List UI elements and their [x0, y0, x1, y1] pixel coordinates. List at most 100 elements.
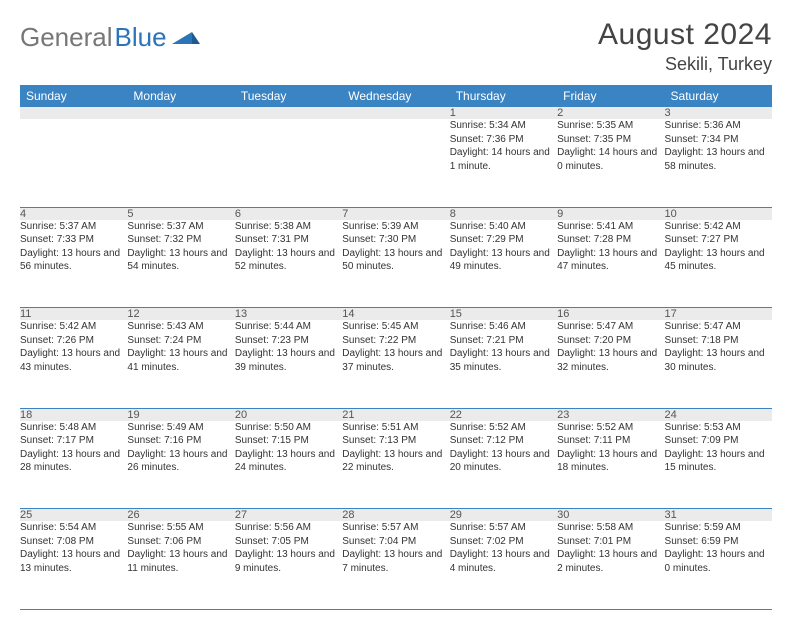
day-detail-cell: Sunrise: 5:40 AMSunset: 7:29 PMDaylight:…: [450, 220, 557, 308]
day-number-cell: 20: [235, 408, 342, 421]
day-number-cell: 5: [127, 207, 234, 220]
day-number-cell: 21: [342, 408, 449, 421]
day-detail-cell: Sunrise: 5:59 AMSunset: 6:59 PMDaylight:…: [665, 521, 772, 609]
daylight-text: Daylight: 13 hours and 49 minutes.: [450, 247, 557, 274]
logo-icon: [172, 22, 200, 53]
sunset-text: Sunset: 7:28 PM: [557, 233, 664, 247]
day-number-cell: 29: [450, 509, 557, 522]
daylight-text: Daylight: 13 hours and 2 minutes.: [557, 548, 664, 575]
sunset-text: Sunset: 7:05 PM: [235, 535, 342, 549]
sunset-text: Sunset: 7:30 PM: [342, 233, 449, 247]
sunrise-text: Sunrise: 5:59 AM: [665, 521, 772, 535]
day-detail-cell: Sunrise: 5:46 AMSunset: 7:21 PMDaylight:…: [450, 320, 557, 408]
sunrise-text: Sunrise: 5:35 AM: [557, 119, 664, 133]
day-number-cell: 25: [20, 509, 127, 522]
daylight-text: Daylight: 13 hours and 50 minutes.: [342, 247, 449, 274]
day-header: Tuesday: [235, 85, 342, 107]
day-number-cell: [127, 107, 234, 119]
daylight-text: Daylight: 13 hours and 15 minutes.: [665, 448, 772, 475]
day-number-cell: 22: [450, 408, 557, 421]
sunrise-text: Sunrise: 5:48 AM: [20, 421, 127, 435]
day-header: Thursday: [450, 85, 557, 107]
day-number-cell: [235, 107, 342, 119]
daylight-text: Daylight: 13 hours and 26 minutes.: [127, 448, 234, 475]
daylight-text: Daylight: 13 hours and 41 minutes.: [127, 347, 234, 374]
day-number-cell: [342, 107, 449, 119]
sunrise-text: Sunrise: 5:57 AM: [450, 521, 557, 535]
daynum-row: 123: [20, 107, 772, 119]
day-number-cell: 19: [127, 408, 234, 421]
day-number-cell: [20, 107, 127, 119]
sunset-text: Sunset: 7:09 PM: [665, 434, 772, 448]
daylight-text: Daylight: 13 hours and 47 minutes.: [557, 247, 664, 274]
day-number-cell: 26: [127, 509, 234, 522]
daylight-text: Daylight: 13 hours and 7 minutes.: [342, 548, 449, 575]
sunset-text: Sunset: 7:35 PM: [557, 133, 664, 147]
sunset-text: Sunset: 7:21 PM: [450, 334, 557, 348]
day-header: Wednesday: [342, 85, 449, 107]
sunset-text: Sunset: 7:01 PM: [557, 535, 664, 549]
day-detail-cell: Sunrise: 5:56 AMSunset: 7:05 PMDaylight:…: [235, 521, 342, 609]
daylight-text: Daylight: 13 hours and 0 minutes.: [665, 548, 772, 575]
day-detail-cell: Sunrise: 5:42 AMSunset: 7:26 PMDaylight:…: [20, 320, 127, 408]
daylight-text: Daylight: 13 hours and 30 minutes.: [665, 347, 772, 374]
sunset-text: Sunset: 7:29 PM: [450, 233, 557, 247]
daynum-row: 11121314151617: [20, 308, 772, 321]
day-detail-cell: Sunrise: 5:47 AMSunset: 7:20 PMDaylight:…: [557, 320, 664, 408]
day-number-cell: 27: [235, 509, 342, 522]
day-number-cell: 12: [127, 308, 234, 321]
day-detail-cell: Sunrise: 5:52 AMSunset: 7:12 PMDaylight:…: [450, 421, 557, 509]
daylight-text: Daylight: 13 hours and 4 minutes.: [450, 548, 557, 575]
daylight-text: Daylight: 13 hours and 37 minutes.: [342, 347, 449, 374]
sunset-text: Sunset: 7:06 PM: [127, 535, 234, 549]
day-number-cell: 7: [342, 207, 449, 220]
day-detail-cell: Sunrise: 5:37 AMSunset: 7:32 PMDaylight:…: [127, 220, 234, 308]
day-number-cell: 24: [665, 408, 772, 421]
daylight-text: Daylight: 13 hours and 18 minutes.: [557, 448, 664, 475]
day-detail-cell: Sunrise: 5:57 AMSunset: 7:04 PMDaylight:…: [342, 521, 449, 609]
sunset-text: Sunset: 7:27 PM: [665, 233, 772, 247]
day-detail-cell: Sunrise: 5:53 AMSunset: 7:09 PMDaylight:…: [665, 421, 772, 509]
day-number-cell: 10: [665, 207, 772, 220]
day-number-cell: 4: [20, 207, 127, 220]
day-number-cell: 11: [20, 308, 127, 321]
sunrise-text: Sunrise: 5:42 AM: [20, 320, 127, 334]
sunset-text: Sunset: 7:23 PM: [235, 334, 342, 348]
daylight-text: Daylight: 13 hours and 58 minutes.: [665, 146, 772, 173]
logo-text-2: Blue: [115, 22, 167, 53]
daylight-text: Daylight: 13 hours and 28 minutes.: [20, 448, 127, 475]
daylight-text: Daylight: 13 hours and 45 minutes.: [665, 247, 772, 274]
day-number-cell: 1: [450, 107, 557, 119]
calendar-page: GeneralBlue August 2024 Sekili, Turkey S…: [0, 0, 792, 620]
sunrise-text: Sunrise: 5:34 AM: [450, 119, 557, 133]
sunrise-text: Sunrise: 5:47 AM: [557, 320, 664, 334]
sunset-text: Sunset: 7:18 PM: [665, 334, 772, 348]
daylight-text: Daylight: 14 hours and 0 minutes.: [557, 146, 664, 173]
day-header: Monday: [127, 85, 234, 107]
detail-row: Sunrise: 5:48 AMSunset: 7:17 PMDaylight:…: [20, 421, 772, 509]
day-number-cell: 15: [450, 308, 557, 321]
sunset-text: Sunset: 6:59 PM: [665, 535, 772, 549]
daylight-text: Daylight: 13 hours and 35 minutes.: [450, 347, 557, 374]
sunset-text: Sunset: 7:16 PM: [127, 434, 234, 448]
day-detail-cell: Sunrise: 5:48 AMSunset: 7:17 PMDaylight:…: [20, 421, 127, 509]
day-detail-cell: Sunrise: 5:42 AMSunset: 7:27 PMDaylight:…: [665, 220, 772, 308]
month-title: August 2024: [598, 18, 772, 52]
sunset-text: Sunset: 7:33 PM: [20, 233, 127, 247]
day-number-cell: 31: [665, 509, 772, 522]
daylight-text: Daylight: 13 hours and 24 minutes.: [235, 448, 342, 475]
day-header: Saturday: [665, 85, 772, 107]
logo-text-1: General: [20, 22, 113, 53]
sunset-text: Sunset: 7:36 PM: [450, 133, 557, 147]
day-number-cell: 13: [235, 308, 342, 321]
day-number-cell: 2: [557, 107, 664, 119]
day-detail-cell: Sunrise: 5:41 AMSunset: 7:28 PMDaylight:…: [557, 220, 664, 308]
day-detail-cell: Sunrise: 5:55 AMSunset: 7:06 PMDaylight:…: [127, 521, 234, 609]
sunrise-text: Sunrise: 5:40 AM: [450, 220, 557, 234]
day-detail-cell: Sunrise: 5:39 AMSunset: 7:30 PMDaylight:…: [342, 220, 449, 308]
day-detail-cell: [127, 119, 234, 207]
day-detail-cell: Sunrise: 5:37 AMSunset: 7:33 PMDaylight:…: [20, 220, 127, 308]
daynum-row: 25262728293031: [20, 509, 772, 522]
sunrise-text: Sunrise: 5:58 AM: [557, 521, 664, 535]
calendar-table: Sunday Monday Tuesday Wednesday Thursday…: [20, 85, 772, 610]
